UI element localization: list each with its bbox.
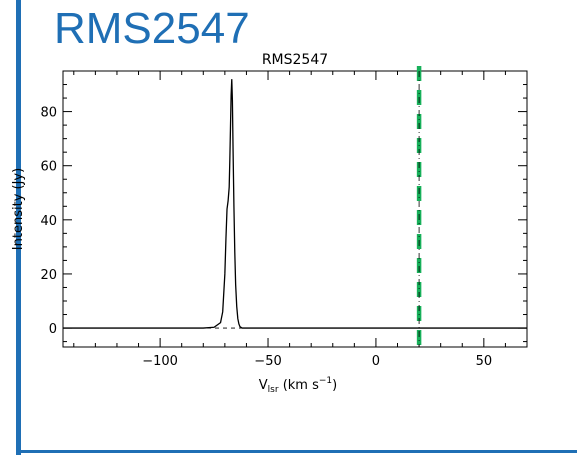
y-tick-label: 80 — [40, 106, 57, 121]
y-axis: 0 20 40 60 80 — [40, 70, 527, 343]
x-axis-label-sub: lsr — [268, 385, 279, 395]
left-accent-bar — [16, 0, 21, 455]
x-axis-label-units: (km s — [279, 378, 320, 393]
x-axis-label: Vlsr (km s−1) — [259, 376, 337, 395]
x-tick-label: 0 — [372, 354, 380, 369]
x-axis-label-exp: −1 — [319, 376, 332, 386]
y-tick-label: 60 — [40, 160, 57, 175]
chart-title: RMS2547 — [262, 52, 328, 68]
x-axis: −100 −50 0 50 — [73, 71, 528, 369]
bottom-accent-bar — [16, 450, 577, 453]
x-tick-label: 50 — [476, 354, 493, 369]
x-axis-label-main: V — [259, 378, 268, 393]
y-axis-label: Intensity (Jy) — [11, 168, 26, 250]
plot-frame — [62, 70, 528, 348]
spectrum-series-line — [63, 79, 527, 329]
y-tick-label: 0 — [49, 322, 57, 337]
x-tick-label: −100 — [142, 354, 178, 369]
x-axis-label-close: ) — [332, 378, 337, 393]
y-tick-label: 20 — [40, 268, 57, 283]
x-tick-label: −50 — [254, 354, 281, 369]
slide-title: RMS2547 — [54, 4, 250, 53]
y-tick-label: 40 — [40, 214, 57, 229]
